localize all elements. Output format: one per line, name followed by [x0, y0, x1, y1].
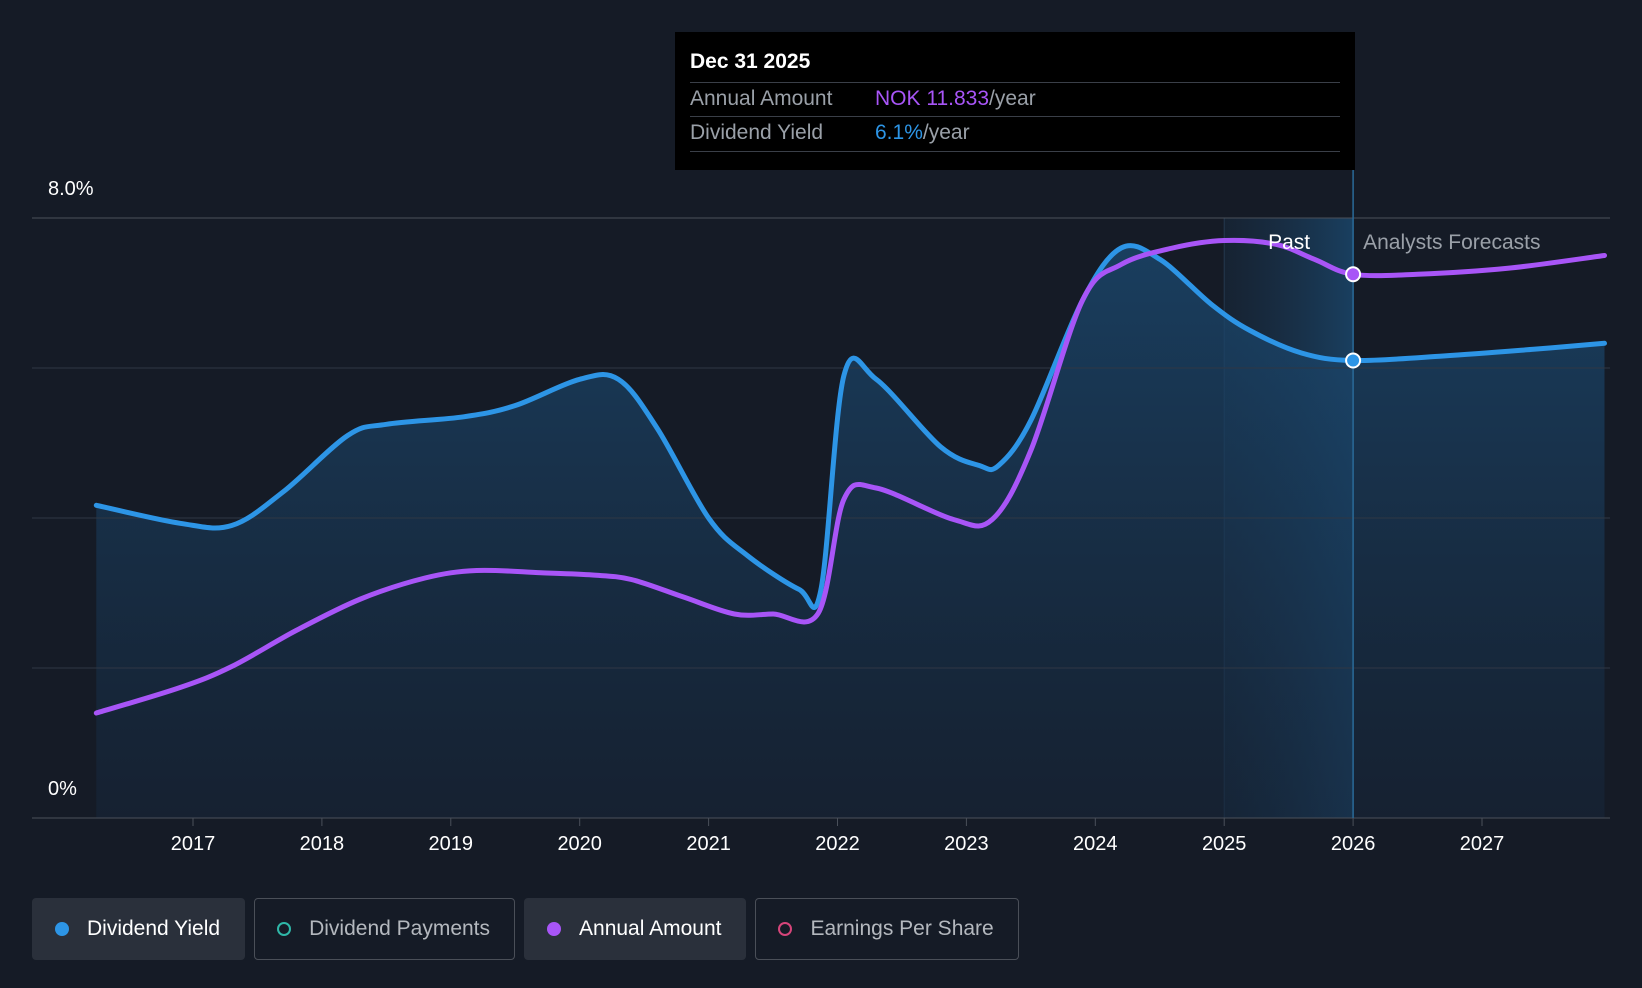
forecast-region-label: Analysts Forecasts	[1363, 231, 1540, 254]
legend-label: Dividend Payments	[309, 917, 491, 940]
x-tick-label: 2024	[1073, 833, 1118, 855]
x-tick-label: 2019	[429, 833, 474, 855]
x-tick-label: 2026	[1331, 833, 1376, 855]
x-tick-label: 2027	[1460, 833, 1505, 855]
legend-item-dividend-yield[interactable]: Dividend Yield	[32, 898, 246, 960]
dividend-yield-line	[93, 243, 1607, 610]
tooltip-unit: /year	[922, 121, 970, 144]
legend-label: Earnings Per Share	[810, 917, 994, 940]
chart-legend: Dividend Yield Dividend Payments Annual …	[32, 898, 1019, 962]
legend-item-earnings-per-share[interactable]: Earnings Per Share	[755, 898, 1019, 960]
annual-amount-marker	[1345, 266, 1362, 283]
tooltip-value: 6.1%	[875, 121, 923, 144]
legend-label: Annual Amount	[579, 917, 722, 940]
y-axis-label: 0%	[48, 778, 77, 800]
tooltip-date: Dec 31 2025	[690, 50, 811, 73]
x-tick-label: 2018	[300, 833, 345, 855]
x-tick-label: 2023	[944, 833, 989, 855]
tooltip-value: NOK 11.833	[875, 87, 990, 110]
legend-ring-icon	[778, 922, 793, 936]
chart-tooltip: Dec 31 2025 Annual Amount NOK 11.833/yea…	[675, 32, 1355, 170]
legend-dot-icon	[547, 922, 562, 936]
x-tick-label: 2025	[1202, 833, 1247, 855]
tooltip-value-wrap: 6.1%/year	[875, 121, 970, 145]
x-tick-label: 2021	[686, 833, 731, 855]
dividend-yield-marker	[1345, 352, 1362, 369]
tooltip-row-dividend-yield: Dividend Yield 6.1%/year	[690, 116, 1340, 152]
legend-label: Dividend Yield	[87, 917, 221, 940]
legend-item-dividend-payments[interactable]: Dividend Payments	[254, 898, 516, 960]
tooltip-value-wrap: NOK 11.833/year	[875, 87, 1036, 111]
tooltip-row-annual-amount: Annual Amount NOK 11.833/year	[690, 82, 1340, 117]
legend-dot-icon	[55, 922, 69, 936]
legend-ring-icon	[277, 922, 292, 936]
x-tick-label: 2022	[815, 833, 860, 855]
legend-item-annual-amount[interactable]: Annual Amount	[524, 898, 747, 960]
x-tick-label: 2020	[557, 833, 602, 855]
annual-amount-line	[93, 237, 1607, 716]
dividend-yield-area	[96, 245, 1605, 818]
y-axis-label: 8.0%	[48, 178, 94, 200]
past-region-label: Past	[1268, 231, 1310, 254]
tooltip-label: Annual Amount	[690, 87, 833, 110]
x-tick-label: 2017	[171, 833, 216, 855]
tooltip-label: Dividend Yield	[690, 121, 824, 144]
tooltip-unit: /year	[989, 87, 1036, 110]
